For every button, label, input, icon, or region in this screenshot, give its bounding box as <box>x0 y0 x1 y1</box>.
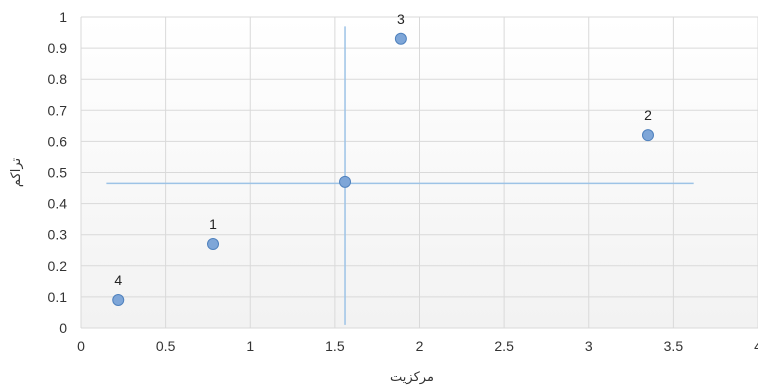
y-tick-label: 0.8 <box>48 71 68 87</box>
data-point <box>113 295 124 306</box>
point-label: 2 <box>644 107 652 123</box>
y-tick-label: 0.3 <box>48 227 68 243</box>
data-point <box>395 33 406 44</box>
x-tick-label: 1 <box>246 338 254 354</box>
x-axis-title: مرکزیت <box>390 370 434 385</box>
x-tick-label: 0 <box>77 338 85 354</box>
y-tick-label: 0.9 <box>48 40 68 56</box>
data-point <box>340 176 351 187</box>
y-tick-label: 0.6 <box>48 133 68 149</box>
data-point <box>642 130 653 141</box>
point-label: 4 <box>114 272 122 288</box>
x-tick-label: 3.5 <box>664 338 684 354</box>
x-tick-label: 2.5 <box>494 338 514 354</box>
x-tick-label: 3 <box>585 338 593 354</box>
point-label: 3 <box>397 11 405 27</box>
y-axis-title: تراکم <box>9 157 24 187</box>
point-label: 1 <box>209 216 217 232</box>
y-tick-label: 0.7 <box>48 102 68 118</box>
data-point <box>208 239 219 250</box>
x-tick-label: 4 <box>754 338 758 354</box>
y-tick-label: 0.2 <box>48 258 68 274</box>
x-tick-label: 2 <box>416 338 424 354</box>
y-tick-label: 0.5 <box>48 165 68 181</box>
x-tick-label: 0.5 <box>156 338 176 354</box>
y-tick-label: 0.1 <box>48 289 68 305</box>
x-tick-label: 1.5 <box>325 338 345 354</box>
y-tick-label: 1 <box>59 9 67 25</box>
y-tick-label: 0.4 <box>48 196 68 212</box>
y-tick-label: 0 <box>59 320 67 336</box>
